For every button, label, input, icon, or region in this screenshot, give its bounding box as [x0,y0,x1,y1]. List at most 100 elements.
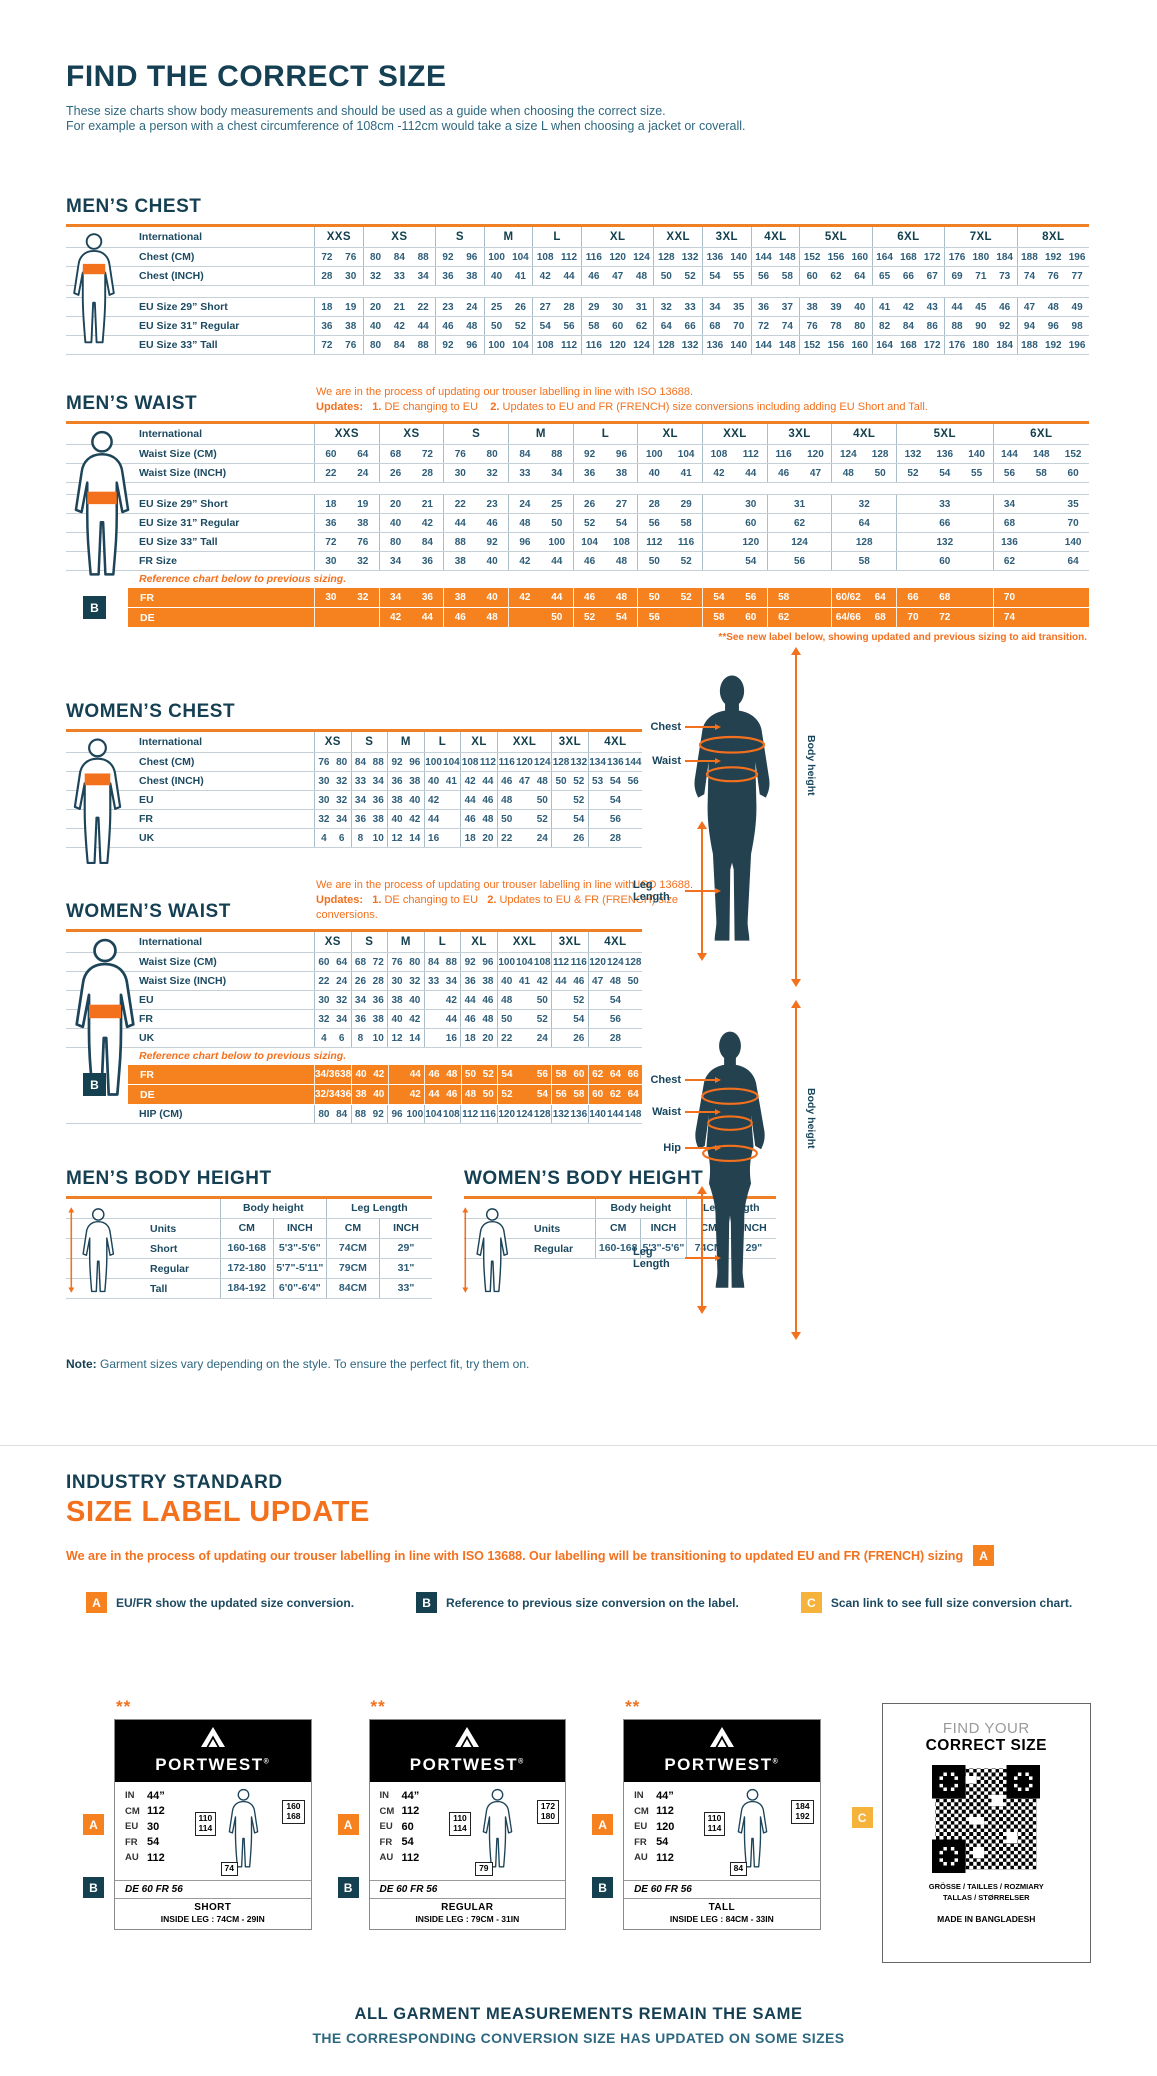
size-value: 84 [421,536,433,548]
size-cell: 36 38 [350,810,388,828]
size-value: 36 [464,975,476,987]
garment-note: Note: Garment sizes vary depending on th… [66,1357,530,1371]
size-value: 34 [390,592,402,603]
row-label: EU [139,794,154,806]
size-value: 52 [536,813,548,825]
size-value: 42 [373,1069,385,1080]
size-header-cell: 6XL [992,424,1090,444]
size-cell: 16 [423,1029,461,1047]
size-cell: 88 92 [443,533,508,551]
size-cell: 132 [896,533,993,551]
size-value: 136 [1001,536,1018,548]
size-value: 60 [592,1089,604,1100]
fit-name: REGULAR [441,1902,494,1913]
size-value: 62 [778,612,790,623]
size-value: 54 [709,270,721,282]
body-height-figure-icon [462,1207,509,1293]
size-value: 42 [536,975,548,987]
label-size-row: CM 112 [115,1804,311,1820]
size-value: 33 [519,467,531,479]
size-value: 41 [514,270,526,282]
table-gap [66,483,1089,495]
size-value: 86 [926,320,938,332]
size-value: 53 [592,775,604,787]
group-header: Leg Length [325,1199,432,1218]
industry-heading-2: SIZE LABEL UPDATE [66,1496,370,1528]
body-height-arrow-icon [791,1000,801,1340]
badge-a-icon: A [592,1814,614,1835]
size-system: IN [379,1790,390,1802]
size-value: 28 [321,270,333,282]
label-size-row: AU 112 [370,1850,566,1866]
reference-note: Reference chart below to previous sizing… [139,573,347,585]
size-cell: 108 112 [532,336,581,354]
size-cell: 52 54 [497,1085,551,1104]
unit-header: INCH [378,1219,432,1238]
garment-label: PORTWEST® IN 44” CM 112 EU 30 FR 54 AU 112 110 114 16… [114,1719,312,1930]
size-value: 50 [551,612,563,623]
size-value: 38 [806,301,818,313]
size-cell: 32 33 34 [362,267,435,285]
size-value: 96 [519,536,531,548]
size-header-cell: L [572,424,638,444]
size-value: 92 [486,536,498,548]
size-value: 74 [1023,270,1036,282]
label-size-row: FR 54 [624,1835,820,1851]
size-value: 60 [401,1820,414,1833]
size-cell: 112 116 [460,1105,497,1123]
size-cell: 26 28 [350,972,388,990]
size-value: 66 [684,320,696,332]
size-value: 26 [354,975,367,987]
size-value: 32 [318,1013,330,1025]
size-value: 80 [369,251,382,263]
size-cell: 26 [551,829,588,847]
size-value: 112 [462,1108,479,1120]
size-value: 96 [466,251,478,263]
womens-waist-table: International XS S M L XL XXL 3XL 4XL Waist Size … [66,929,642,1124]
size-value: 152 [803,251,821,263]
size-header-cell: XL [580,227,653,247]
qr-card-find-your: FIND YOUR [942,1720,1030,1737]
portwest-logo-icon [452,1727,482,1754]
size-value: 148 [624,1108,642,1120]
size-value: 50 [555,775,567,787]
size-value: 38 [357,517,369,529]
size-value: 92 [442,251,454,263]
size-value: 34 [354,794,367,806]
previous-size-reference: DE 60 FR 56 [369,1880,566,1898]
size-value: 152 [803,339,821,351]
size-value: 32 [336,775,348,787]
height-value: 74CM [325,1239,379,1258]
height-value: 29" [378,1239,432,1258]
size-value: 68 [354,956,367,968]
size-value: 54 [573,813,585,825]
size-value: 54 [501,1069,513,1080]
size-header-cell: XXS [314,227,363,247]
row-label: EU [139,994,154,1006]
size-row: EU Size 31” Regular 36 38 40 42 44 46 48 50 52 54 5… [66,514,1089,533]
size-cell: 44 [387,1065,424,1084]
size-value: 34 [1003,498,1016,510]
size-value: 23 [486,498,498,510]
size-header-row: International XXS XS S M L XL XXL 3XL 4XL 5XL 6XL [66,424,1089,445]
size-value: 46 [999,301,1011,313]
size-cell: 132 136 140 [896,445,993,463]
size-value: 58 [588,320,600,332]
size-value: 48 [609,975,621,987]
row-label: Chest (INCH) [139,270,204,282]
size-value: 66 [902,270,914,282]
size-value: 104 [512,251,529,263]
size-value: 68 [874,612,886,623]
size-cell: 27 28 [532,298,581,316]
inseam-box: 84 [729,1862,748,1876]
size-row: EU 30 32 34 36 38 40 42 44 46 48 50 52 54 [66,791,642,810]
size-cell: 56 58 [637,514,702,532]
waist-label: Waist [633,755,721,767]
inside-leg: INSIDE LEG : 84CM - 33IN [669,1914,774,1924]
size-cell: 152 156 160 [799,336,871,354]
size-value: 88 [417,251,429,263]
size-cell: 76 80 [314,753,351,771]
badge-a-icon: A [83,1814,104,1835]
size-cell: 116 120 124 [496,753,551,771]
size-system: EU [125,1821,139,1833]
